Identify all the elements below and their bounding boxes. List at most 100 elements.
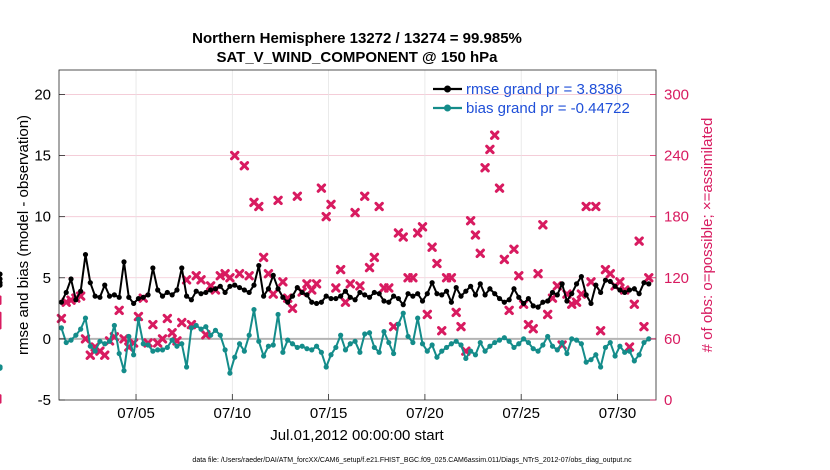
rmse-point — [458, 293, 464, 299]
bias-point — [289, 341, 296, 347]
obs-marker — [162, 313, 173, 324]
y-left-tick-label: 5 — [43, 270, 51, 287]
rmse-point — [208, 287, 214, 293]
bias-point — [405, 333, 411, 340]
obs-marker — [408, 273, 418, 283]
rmse-point — [241, 287, 247, 293]
rmse-point — [357, 289, 363, 296]
bias-point — [569, 336, 575, 342]
bias-point — [121, 368, 127, 374]
obs-marker — [432, 258, 442, 269]
rmse-point — [410, 293, 416, 299]
bias-point — [448, 341, 454, 347]
bias-point — [583, 359, 589, 365]
bias-point — [530, 346, 536, 352]
y-right-tick-label: 180 — [664, 209, 689, 226]
obs-marker — [263, 269, 274, 279]
rmse-point — [434, 291, 440, 297]
obs-marker — [230, 150, 240, 161]
bias-point — [217, 332, 223, 338]
rmse-point — [626, 287, 633, 293]
bias-point — [155, 347, 161, 353]
bias-point — [535, 348, 541, 354]
rmse-point — [395, 295, 402, 302]
bias-point — [468, 348, 474, 354]
obs-marker — [345, 279, 355, 289]
y-axis-left-label: rmse and bias (model - observation) — [15, 115, 32, 355]
bias-point — [58, 325, 65, 331]
rmse-point — [227, 283, 233, 289]
obs-marker — [157, 334, 168, 344]
rmse-point — [217, 283, 223, 289]
rmse-point — [135, 295, 142, 302]
bias-point — [236, 341, 243, 347]
y-right-tick-label: 60 — [664, 331, 681, 348]
bias-point — [362, 331, 368, 337]
rmse-point — [352, 297, 358, 303]
obs-marker — [388, 321, 399, 332]
bias-point — [419, 341, 426, 347]
rmse-point — [203, 289, 209, 296]
chart-title-line1: Northern Hemisphere 13272 / 13274 = 99.9… — [192, 30, 522, 47]
rmse-point — [362, 292, 368, 298]
rmse-point — [155, 287, 161, 293]
obs-marker — [360, 191, 370, 201]
bias-point — [511, 344, 517, 351]
bias-point — [318, 349, 324, 355]
bias-point — [294, 344, 300, 351]
obs-marker — [490, 130, 500, 140]
bias-point — [188, 325, 194, 331]
bias-point — [636, 352, 642, 358]
bias-point — [304, 346, 310, 352]
rmse-point — [246, 289, 252, 296]
bias-point — [612, 353, 618, 359]
bias-point — [150, 348, 156, 354]
rmse-point — [641, 280, 647, 286]
obs-marker — [369, 252, 380, 263]
rmse-point — [145, 292, 151, 298]
bias-point — [246, 332, 252, 338]
rmse-point — [588, 300, 594, 307]
bias-point — [598, 364, 604, 370]
rmse-point — [511, 286, 517, 292]
rmse-point — [222, 289, 228, 296]
obs-marker — [316, 183, 327, 193]
obs-marker — [451, 307, 461, 318]
bias-point — [227, 370, 233, 376]
bias-point — [116, 350, 122, 357]
rmse-point — [549, 289, 556, 296]
rmse-point — [424, 291, 430, 297]
rmse-point — [554, 292, 560, 298]
rmse-point — [631, 286, 637, 292]
obs-marker — [615, 277, 625, 287]
bias-point — [439, 348, 445, 354]
rmse-point — [236, 284, 243, 291]
bias-point — [501, 335, 507, 341]
bias-point — [270, 342, 276, 348]
obs-marker — [364, 262, 375, 273]
bias-point — [472, 352, 479, 358]
bias-point — [622, 349, 628, 355]
obs-marker — [201, 330, 211, 340]
obs-marker — [470, 230, 481, 240]
y-axis-left: -5 0 5 10 15 20 — [34, 86, 65, 409]
bias-point — [631, 358, 637, 364]
obs-marker — [571, 297, 582, 307]
y-right-tick-label: 300 — [664, 86, 689, 103]
obs-marker — [311, 279, 322, 289]
obs-marker — [494, 183, 505, 193]
obs-marker — [254, 201, 264, 212]
obs-marker — [340, 297, 351, 307]
bias-point — [222, 347, 228, 353]
rmse-point — [150, 265, 156, 271]
bias-point — [477, 339, 483, 346]
rmse-point — [159, 293, 166, 299]
obs-marker — [639, 321, 649, 332]
rmse-point — [92, 293, 98, 299]
rmse-point — [487, 286, 493, 292]
bias-point — [347, 341, 353, 347]
obs-marker — [538, 220, 548, 230]
y-left-tick-label: 0 — [43, 331, 51, 348]
rmse-point — [496, 295, 503, 302]
bias-point — [145, 342, 151, 348]
